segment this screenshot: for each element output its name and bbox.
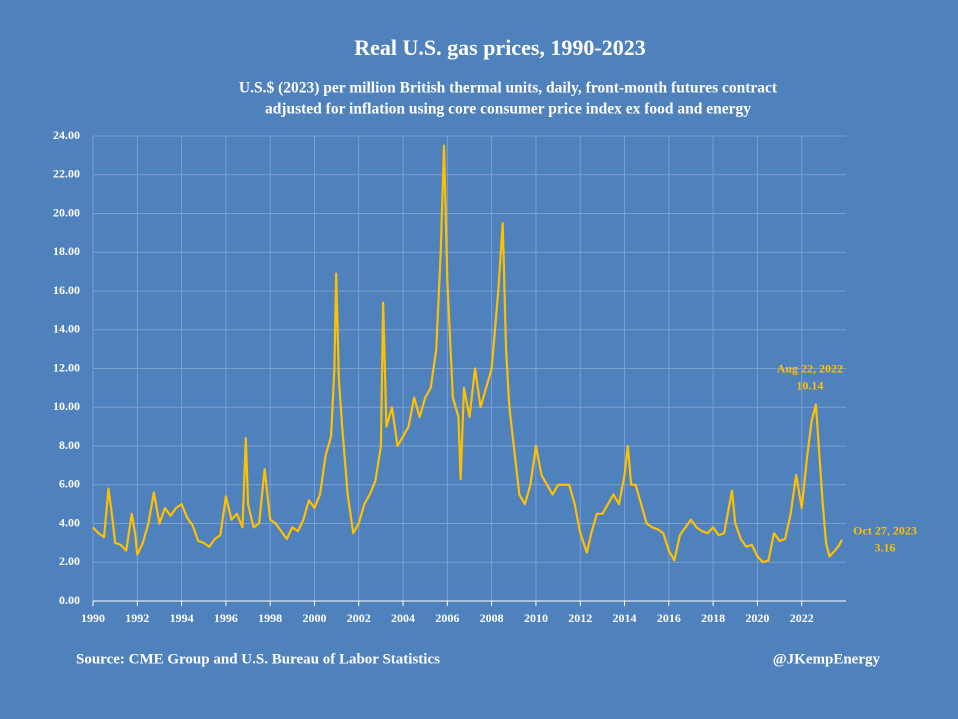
y-tick-label: 12.00 bbox=[53, 360, 80, 374]
x-tick-label: 2008 bbox=[480, 611, 504, 625]
chart-title: Real U.S. gas prices, 1990-2023 bbox=[354, 35, 645, 60]
x-tick-label: 2004 bbox=[391, 611, 415, 625]
annotation-value: 10.14 bbox=[796, 378, 823, 392]
price-line bbox=[92, 144, 843, 564]
x-tick-label: 1994 bbox=[170, 611, 194, 625]
y-tick-label: 18.00 bbox=[53, 244, 80, 258]
y-tick-label: 24.00 bbox=[53, 128, 80, 142]
y-tick-label: 16.00 bbox=[53, 283, 80, 297]
x-tick-label: 2012 bbox=[568, 611, 592, 625]
y-tick-label: 10.00 bbox=[53, 399, 80, 413]
credit: @JKempEnergy bbox=[773, 651, 881, 667]
x-tick-label: 2014 bbox=[613, 611, 637, 625]
x-tick-label: 2010 bbox=[524, 611, 548, 625]
x-tick-label: 2002 bbox=[347, 611, 371, 625]
x-tick-label: 2006 bbox=[435, 611, 459, 625]
y-tick-label: 22.00 bbox=[53, 167, 80, 181]
x-tick-label: 1990 bbox=[81, 611, 105, 625]
y-tick-label: 4.00 bbox=[59, 515, 80, 529]
y-tick-label: 14.00 bbox=[53, 322, 80, 336]
x-tick-label: 2018 bbox=[701, 611, 725, 625]
x-tick-label: 2000 bbox=[302, 611, 326, 625]
x-tick-label: 1992 bbox=[125, 611, 149, 625]
annotation-date: Aug 22, 2022 bbox=[777, 361, 843, 375]
y-tick-label: 20.00 bbox=[53, 205, 80, 219]
source: Source: CME Group and U.S. Bureau of Lab… bbox=[76, 651, 440, 667]
subtitle: adjusted for inflation using core consum… bbox=[265, 101, 751, 118]
y-tick-label: 2.00 bbox=[59, 554, 80, 568]
x-tick-label: 2022 bbox=[790, 611, 814, 625]
x-tick-label: 2016 bbox=[657, 611, 681, 625]
subtitle: U.S.$ (2023) per million British thermal… bbox=[239, 80, 778, 97]
annotation-value: 3.16 bbox=[875, 541, 896, 555]
y-tick-label: 0.00 bbox=[59, 593, 80, 607]
annotation-date: Oct 27, 2023 bbox=[853, 524, 917, 538]
x-tick-label: 2020 bbox=[745, 611, 769, 625]
y-tick-label: 8.00 bbox=[59, 438, 80, 452]
x-tick-label: 1996 bbox=[214, 611, 238, 625]
x-tick-label: 1998 bbox=[258, 611, 282, 625]
y-tick-label: 6.00 bbox=[59, 477, 80, 491]
